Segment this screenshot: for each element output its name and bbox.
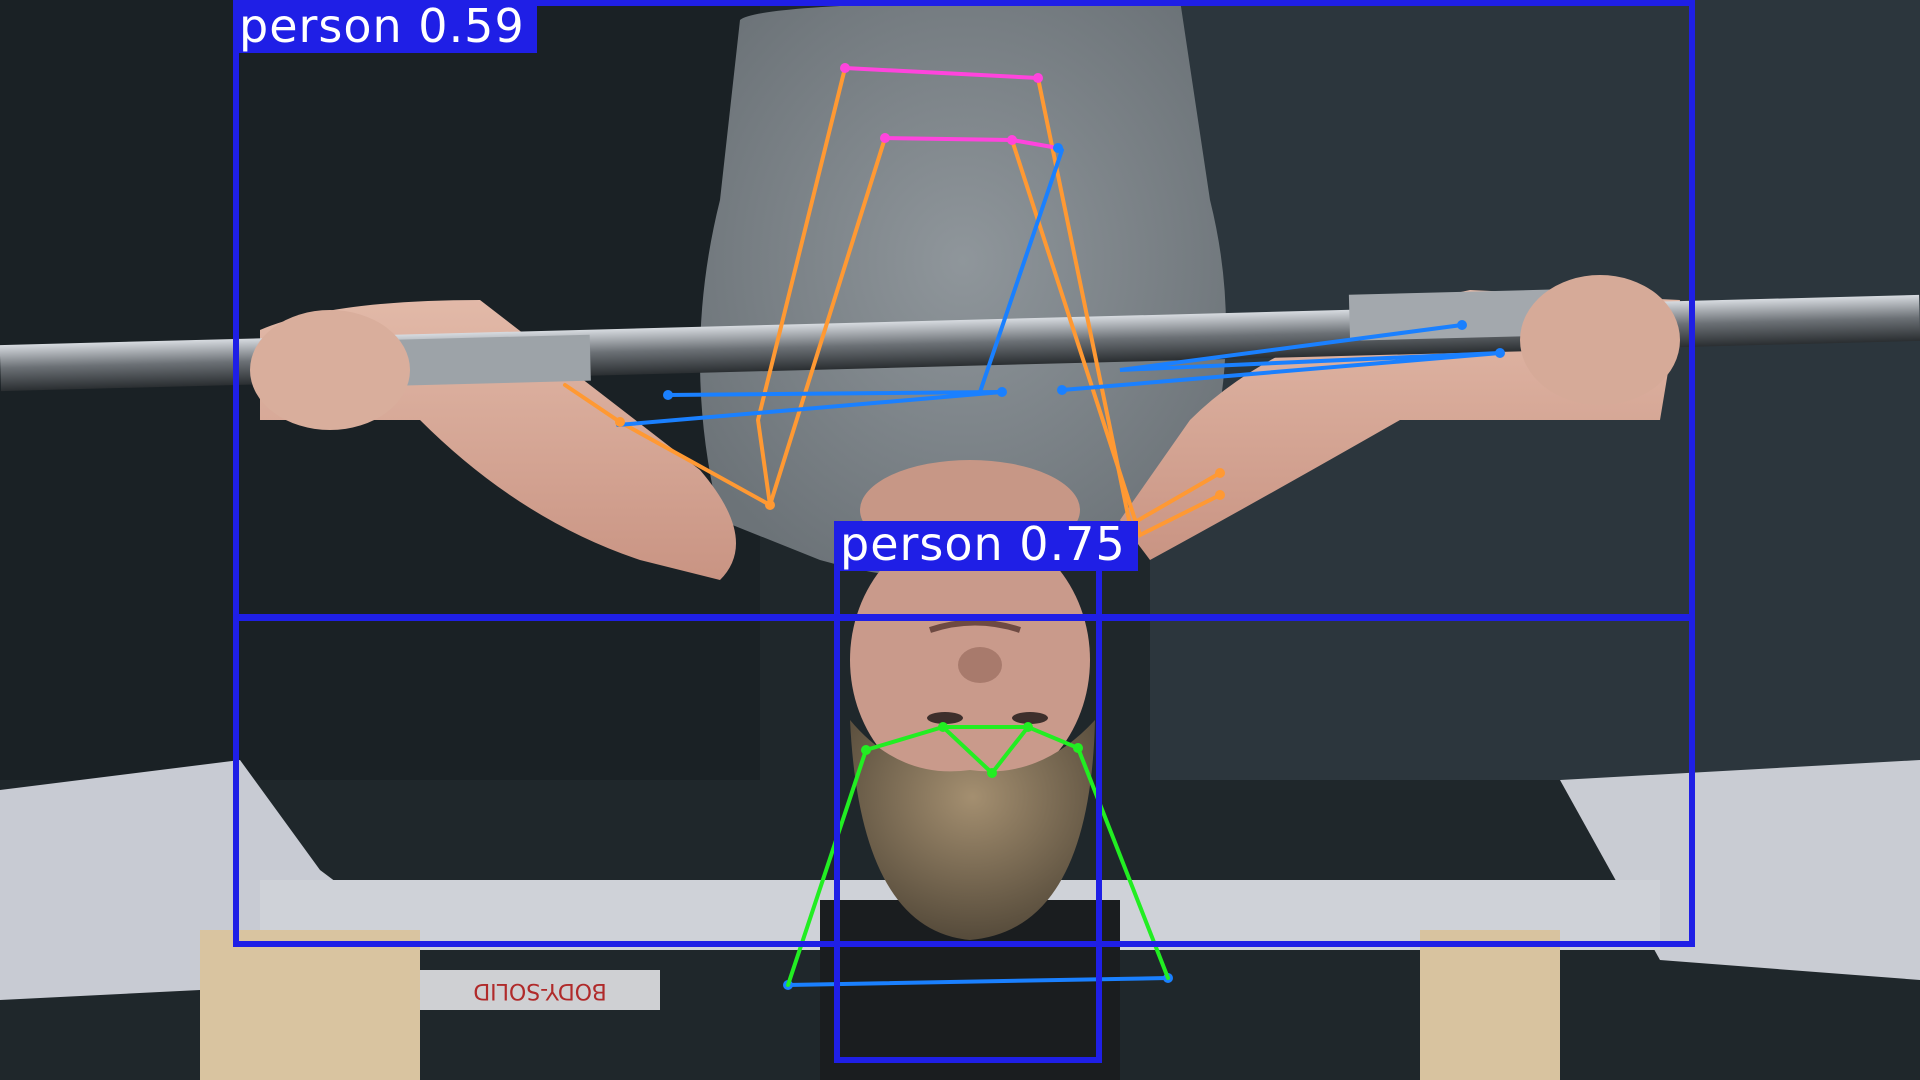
right-hand (1520, 275, 1680, 405)
limb-blue-bottom (786, 976, 1170, 987)
limb-orange-center (768, 136, 887, 507)
keypoint (1215, 468, 1225, 478)
limb-orange-right-2 (1010, 138, 1222, 538)
bench-leg-left (200, 930, 420, 1080)
keypoint (1023, 722, 1033, 732)
keypoint (1215, 490, 1225, 500)
keypoint (1053, 143, 1063, 153)
keypoint (840, 63, 850, 73)
keypoint (1073, 743, 1083, 753)
keypoint (880, 133, 890, 143)
nose (958, 647, 1002, 683)
keypoint (987, 768, 997, 778)
keypoint (1495, 348, 1505, 358)
eye-right (1012, 712, 1048, 724)
mouth (929, 619, 1021, 633)
pose-keypoints-2 (861, 722, 1083, 778)
detection-label-2: person 0.75 (834, 521, 1138, 571)
limb-blue-center (978, 148, 1064, 394)
barbell-sleeve-left (379, 334, 591, 387)
keypoint (1007, 135, 1017, 145)
keypoint (1033, 73, 1043, 83)
keypoint (861, 745, 871, 755)
keypoint (615, 417, 625, 427)
keypoint (997, 387, 1007, 397)
pose-skeleton-1 (563, 66, 1501, 987)
face-magenta-top (843, 66, 1040, 80)
shirt (700, 0, 1226, 580)
keypoint (663, 390, 673, 400)
keypoint (938, 722, 948, 732)
detection-box-person-2 (834, 560, 1102, 1063)
eye-left (927, 712, 963, 724)
detection-box-person-lower (233, 615, 1695, 947)
bench-leg-right (1420, 930, 1560, 1080)
bench-plate (420, 970, 660, 1010)
limb-blue-right (1060, 323, 1501, 392)
bench-plate-text: BODY-SOLID (473, 978, 607, 1003)
keypoint (765, 500, 775, 510)
keypoint (1057, 385, 1067, 395)
keypoint (1457, 320, 1467, 330)
left-hand (250, 310, 410, 430)
detection-label-1: person 0.59 (233, 3, 537, 53)
hair (850, 720, 1095, 940)
